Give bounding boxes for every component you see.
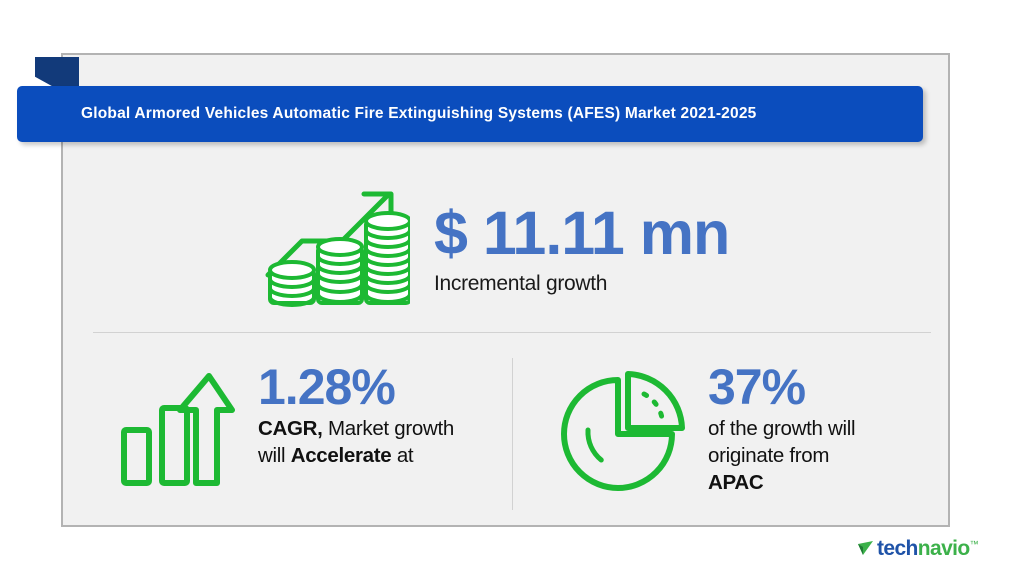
cagr-desc-part2: Market growth [327,417,454,440]
coin-stack-growth-icon [265,191,410,307]
vertical-divider [512,358,513,510]
apac-stat: 37% of the growth will originate from AP… [556,359,856,512]
cagr-desc-part3: will [258,444,286,468]
page-title: Global Armored Vehicles Automatic Fire E… [81,105,757,122]
apac-value: 37% [708,359,806,415]
technavio-logo: technavio™ [857,537,979,561]
logo-wordmark: technavio™ [877,537,979,561]
cagr-value: 1.28% [258,359,396,415]
cagr-description: CAGR, Market growth will Accelerate at [258,415,454,469]
logo-text-tech: tech [877,537,918,560]
apac-description: of the growth will originate from APAC [708,415,856,496]
apac-text: 37% of the growth will originate from AP… [708,359,856,496]
apac-desc-part1: of the growth will [708,417,856,440]
bar-chart-up-arrow-icon [121,373,235,486]
horizontal-divider [93,332,931,333]
cagr-desc-part4: Accelerate [290,444,392,468]
incremental-growth-text: $ 11.11 mn Incremental growth [434,199,730,296]
apac-desc-part3: APAC [708,471,764,495]
cagr-desc-part5: at [396,444,414,468]
cagr-desc-part1: CAGR, [258,417,323,440]
incremental-growth-value: $ 11.11 mn [434,199,730,267]
logo-text-navio: navio [917,537,970,560]
logo-trademark: ™ [969,539,979,549]
incremental-growth-stat: $ 11.11 mn Incremental growth [260,180,820,315]
cagr-text: 1.28% CAGR, Market growth will Accelerat… [258,362,454,469]
apac-desc-part2: originate from [708,444,830,468]
pie-chart-exploded-icon [561,371,685,491]
paper-plane-icon [858,541,873,555]
incremental-growth-label: Incremental growth [434,272,608,295]
title-banner: Global Armored Vehicles Automatic Fire E… [17,86,923,142]
cagr-stat: 1.28% CAGR, Market growth will Accelerat… [118,362,454,512]
